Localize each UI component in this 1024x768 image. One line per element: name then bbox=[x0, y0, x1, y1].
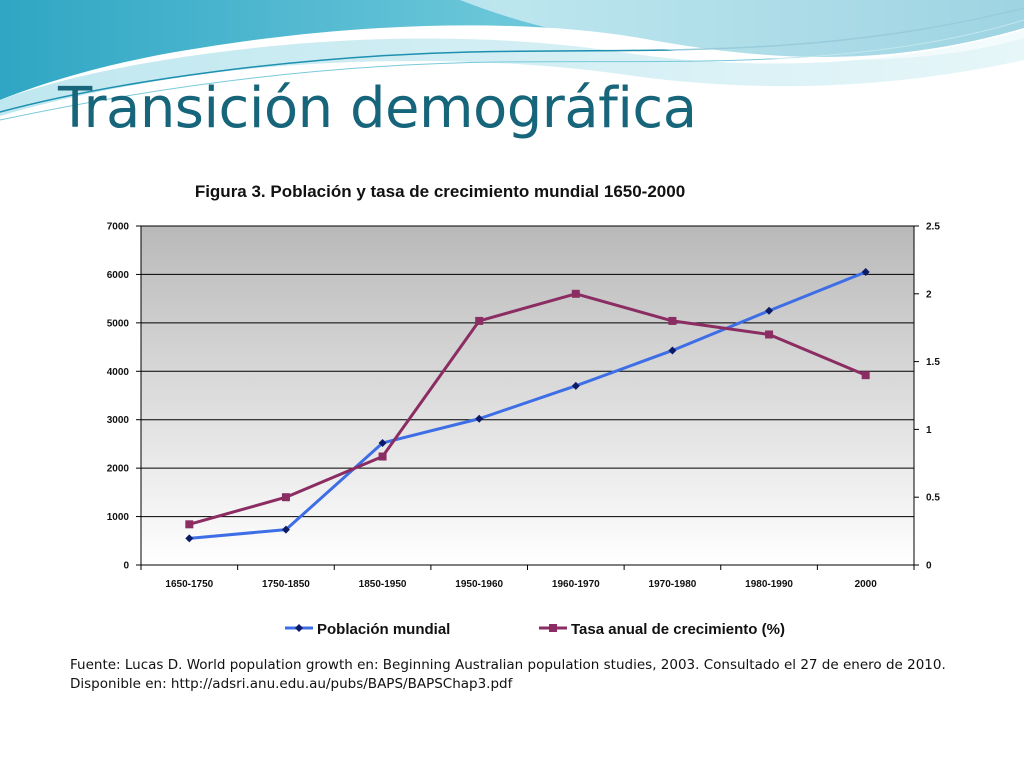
legend-label-population: Población mundial bbox=[317, 621, 450, 638]
source-line-2: Disponible en: http://adsri.anu.edu.au/p… bbox=[70, 676, 513, 692]
legend-marker-population bbox=[295, 624, 303, 632]
series-layer bbox=[185, 268, 870, 543]
y-right-tick-label: 2.5 bbox=[926, 222, 940, 233]
x-tick-label: 1950-1960 bbox=[455, 579, 503, 590]
slide-wave-decoration bbox=[0, 0, 1024, 121]
data-point-population bbox=[475, 414, 484, 423]
axes: 0 1000 2000 3000 4000 5000 6000 7000 0 0.5 1 1.5 2 2.… bbox=[107, 222, 941, 591]
y-left-tick-label: 1000 bbox=[107, 512, 130, 523]
y-right-tick-label: 0.5 bbox=[926, 493, 940, 504]
y-right-tick-label: 1 bbox=[926, 425, 932, 436]
data-point-population bbox=[185, 534, 194, 543]
data-point-rate bbox=[765, 330, 774, 339]
data-point-population bbox=[861, 268, 870, 277]
data-point-population bbox=[668, 346, 677, 355]
y-right-tick-label: 0 bbox=[926, 561, 932, 572]
y-left-tick-label: 7000 bbox=[107, 222, 130, 233]
x-tick-label: 1980-1990 bbox=[745, 579, 793, 590]
slide-title: Transición demográfica bbox=[58, 76, 697, 141]
source-note: Fuente: Lucas D. World population growth… bbox=[70, 656, 946, 694]
data-point-rate bbox=[185, 520, 194, 529]
x-tick-label: 1850-1950 bbox=[359, 579, 407, 590]
data-point-rate bbox=[475, 316, 484, 325]
legend-item-rate: Tasa anual de crecimiento (%) bbox=[539, 621, 785, 638]
data-point-rate bbox=[571, 289, 580, 298]
series-population bbox=[185, 268, 870, 543]
data-point-rate bbox=[668, 316, 677, 325]
y-right-tick-label: 1.5 bbox=[926, 357, 940, 368]
plot-area bbox=[141, 226, 914, 565]
y-left-tick-label: 2000 bbox=[107, 464, 130, 475]
x-tick-label: 2000 bbox=[855, 579, 878, 590]
data-point-population bbox=[281, 525, 290, 534]
x-tick-label: 1650-1750 bbox=[165, 579, 213, 590]
line-chart: Figura 3. Población y tasa de crecimient… bbox=[107, 182, 941, 638]
legend-item-population: Población mundial bbox=[285, 621, 450, 638]
source-line-1: Fuente: Lucas D. World population growth… bbox=[70, 657, 946, 673]
y-left-tick-label: 6000 bbox=[107, 270, 130, 281]
legend: Población mundial Tasa anual de crecimien… bbox=[285, 621, 785, 638]
y-left-tick-label: 3000 bbox=[107, 415, 130, 426]
series-rate bbox=[185, 289, 870, 529]
data-point-population bbox=[378, 438, 387, 447]
legend-marker-rate bbox=[549, 624, 557, 632]
data-point-population bbox=[571, 381, 580, 390]
data-point-rate bbox=[861, 371, 870, 380]
data-point-population bbox=[765, 306, 774, 315]
data-point-rate bbox=[378, 452, 387, 461]
chart-panel: Figura 3. Población y tasa de crecimient… bbox=[22, 155, 978, 760]
x-tick-label: 1970-1980 bbox=[649, 579, 697, 590]
y-left-tick-label: 5000 bbox=[107, 318, 130, 329]
chart-title: Figura 3. Población y tasa de crecimient… bbox=[195, 182, 685, 201]
legend-label-rate: Tasa anual de crecimiento (%) bbox=[571, 621, 785, 638]
x-tick-label: 1750-1850 bbox=[262, 579, 310, 590]
data-point-rate bbox=[281, 493, 290, 502]
series-line-rate bbox=[188, 292, 867, 526]
y-left-tick-label: 0 bbox=[123, 561, 129, 572]
y-right-tick-label: 2 bbox=[926, 289, 932, 300]
series-line-population bbox=[189, 270, 867, 540]
x-tick-label: 1960-1970 bbox=[552, 579, 600, 590]
y-left-tick-label: 4000 bbox=[107, 367, 130, 378]
